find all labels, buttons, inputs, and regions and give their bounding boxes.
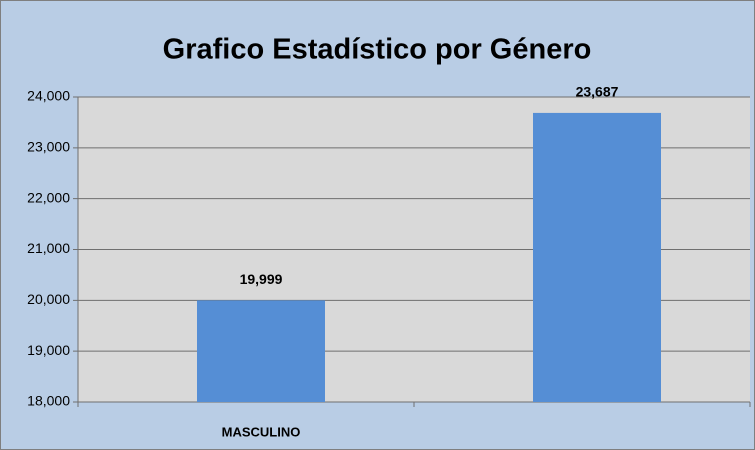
bar: [533, 112, 661, 403]
value-label: 19,999: [240, 271, 283, 287]
chart-title: Grafico Estadístico por Género: [163, 34, 592, 66]
x-tick-label: MASCULINO: [222, 424, 301, 439]
y-tick-label: 19,000: [27, 342, 70, 358]
y-tick-label: 24,000: [27, 88, 70, 104]
value-label: 23,687: [576, 84, 619, 100]
bar: [197, 300, 325, 402]
y-tick-label: 21,000: [27, 240, 70, 256]
y-tick-label: 23,000: [27, 139, 70, 155]
y-tick-label: 18,000: [27, 393, 70, 409]
y-tick-label: 22,000: [27, 189, 70, 205]
y-tick-label: 20,000: [27, 291, 70, 307]
